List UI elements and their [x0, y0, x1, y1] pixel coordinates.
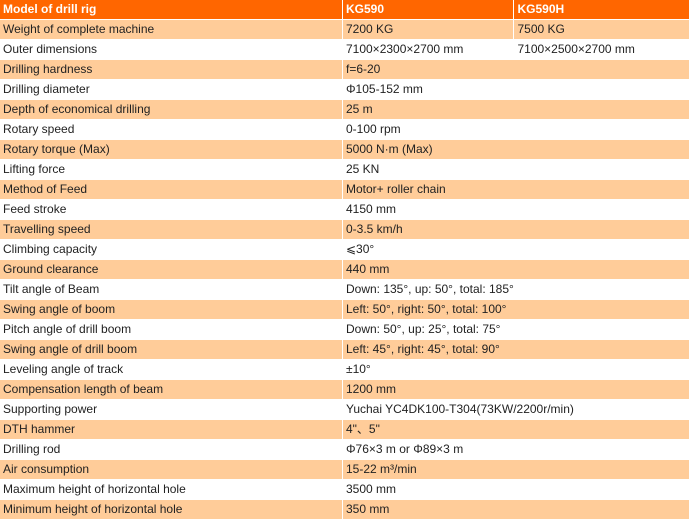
parameter-name-cell: Supporting power [0, 400, 342, 420]
parameter-value-cell: Motor+ roller chain [342, 180, 689, 200]
parameter-value-cell: 25 m [342, 100, 689, 120]
table-row: Drilling diameter Φ105-152 mm [0, 80, 689, 100]
parameter-name-cell: Rotary torque (Max) [0, 140, 342, 160]
parameter-value-cell: 4"、5" [342, 420, 689, 440]
parameter-value-cell: 440 mm [342, 260, 689, 280]
parameter-value-cell: 0-100 rpm [342, 120, 689, 140]
parameter-value-cell: Left: 50°, right: 50°, total: 100° [342, 300, 689, 320]
table-row: Leveling angle of track ±10° [0, 360, 689, 380]
parameter-name-cell: Method of Feed [0, 180, 342, 200]
parameter-value-cell: 4150 mm [342, 200, 689, 220]
table-row: Swing angle of drill boom Left: 45°, righ… [0, 340, 689, 360]
parameter-value-cell: ⩽30° [342, 240, 689, 260]
parameter-value-cell: 5000 N·m (Max) [342, 140, 689, 160]
parameter-value-cell: 1200 mm [342, 380, 689, 400]
parameter-name-cell: DTH hammer [0, 420, 342, 440]
parameter-value-cell: Down: 50°, up: 25°, total: 75° [342, 320, 689, 340]
parameter-value-cell: 7100×2500×2700 mm [514, 40, 689, 60]
parameter-name-cell: Drilling rod [0, 440, 342, 460]
parameter-name-cell: Drilling diameter [0, 80, 342, 100]
table-row: DTH hammer 4"、5" [0, 420, 689, 440]
header-cell-kg590h: KG590H [514, 0, 689, 20]
parameter-value-cell: ±10° [342, 360, 689, 380]
parameter-name-cell: Outer dimensions [0, 40, 342, 60]
parameter-name-cell: Maximum height of horizontal hole [0, 480, 342, 500]
table-row: Depth of economical drilling 25 m [0, 100, 689, 120]
parameter-value-cell: Φ76×3 m or Φ89×3 m [342, 440, 689, 460]
parameter-name-cell: Feed stroke [0, 200, 342, 220]
parameter-name-cell: Minimum height of horizontal hole [0, 500, 342, 520]
table-row: Drilling hardness f=6-20 [0, 60, 689, 80]
parameter-name-cell: Weight of complete machine [0, 20, 342, 40]
parameter-value-cell: Left: 45°, right: 45°, total: 90° [342, 340, 689, 360]
table-row: Lifting force 25 KN [0, 160, 689, 180]
table-row: Drilling rod Φ76×3 m or Φ89×3 m [0, 440, 689, 460]
parameter-name-cell: Pitch angle of drill boom [0, 320, 342, 340]
table-row: Air consumption 15-22 m³/min [0, 460, 689, 480]
header-cell-kg590: KG590 [342, 0, 514, 20]
parameter-name-cell: Depth of economical drilling [0, 100, 342, 120]
parameter-name-cell: Leveling angle of track [0, 360, 342, 380]
table-header-row: Model of drill rig KG590 KG590H [0, 0, 689, 20]
parameter-value-cell: Φ105-152 mm [342, 80, 689, 100]
parameter-value-cell: 0-3.5 km/h [342, 220, 689, 240]
table-row: Maximum height of horizontal hole 3500 mm [0, 480, 689, 500]
table-row: Minimum height of horizontal hole 350 mm [0, 500, 689, 520]
parameter-name-cell: Tilt angle of Beam [0, 280, 342, 300]
parameter-name-cell: Climbing capacity [0, 240, 342, 260]
parameter-name-cell: Rotary speed [0, 120, 342, 140]
parameter-name-cell: Swing angle of boom [0, 300, 342, 320]
parameter-value-cell: 7200 KG [342, 20, 514, 40]
table-row: Outer dimensions 7100×2300×2700 mm 7100×25… [0, 40, 689, 60]
parameter-name-cell: Swing angle of drill boom [0, 340, 342, 360]
parameter-value-cell: 350 mm [342, 500, 689, 520]
parameter-name-cell: Ground clearance [0, 260, 342, 280]
parameter-value-cell: Down: 135°, up: 50°, total: 185° [342, 280, 689, 300]
table-row: Compensation length of beam 1200 mm [0, 380, 689, 400]
table-row: Climbing capacity ⩽30° [0, 240, 689, 260]
table-row: Supporting power Yuchai YC4DK100-T304(73K… [0, 400, 689, 420]
parameter-value-cell: 3500 mm [342, 480, 689, 500]
parameter-value-cell: 7100×2300×2700 mm [342, 40, 514, 60]
table-row: Ground clearance 440 mm [0, 260, 689, 280]
table-row: Rotary speed 0-100 rpm [0, 120, 689, 140]
parameter-name-cell: Air consumption [0, 460, 342, 480]
parameter-value-cell: Yuchai YC4DK100-T304(73KW/2200r/min) [342, 400, 689, 420]
parameter-value-cell: 15-22 m³/min [342, 460, 689, 480]
table-row: Rotary torque (Max) 5000 N·m (Max) [0, 140, 689, 160]
parameter-name-cell: Lifting force [0, 160, 342, 180]
table-row: Travelling speed 0-3.5 km/h [0, 220, 689, 240]
parameter-name-cell: Travelling speed [0, 220, 342, 240]
header-cell-parameter: Model of drill rig [0, 0, 342, 20]
table-row: Tilt angle of Beam Down: 135°, up: 50°, t… [0, 280, 689, 300]
parameter-value-cell: 7500 KG [514, 20, 689, 40]
parameter-value-cell: 25 KN [342, 160, 689, 180]
parameter-value-cell: f=6-20 [342, 60, 689, 80]
table-row: Swing angle of boom Left: 50°, right: 50°… [0, 300, 689, 320]
table-row: Method of Feed Motor+ roller chain [0, 180, 689, 200]
table-row: Pitch angle of drill boom Down: 50°, up: … [0, 320, 689, 340]
table-row: Weight of complete machine 7200 KG 7500 KG [0, 20, 689, 40]
table-row: Feed stroke 4150 mm [0, 200, 689, 220]
parameter-name-cell: Drilling hardness [0, 60, 342, 80]
parameter-name-cell: Compensation length of beam [0, 380, 342, 400]
